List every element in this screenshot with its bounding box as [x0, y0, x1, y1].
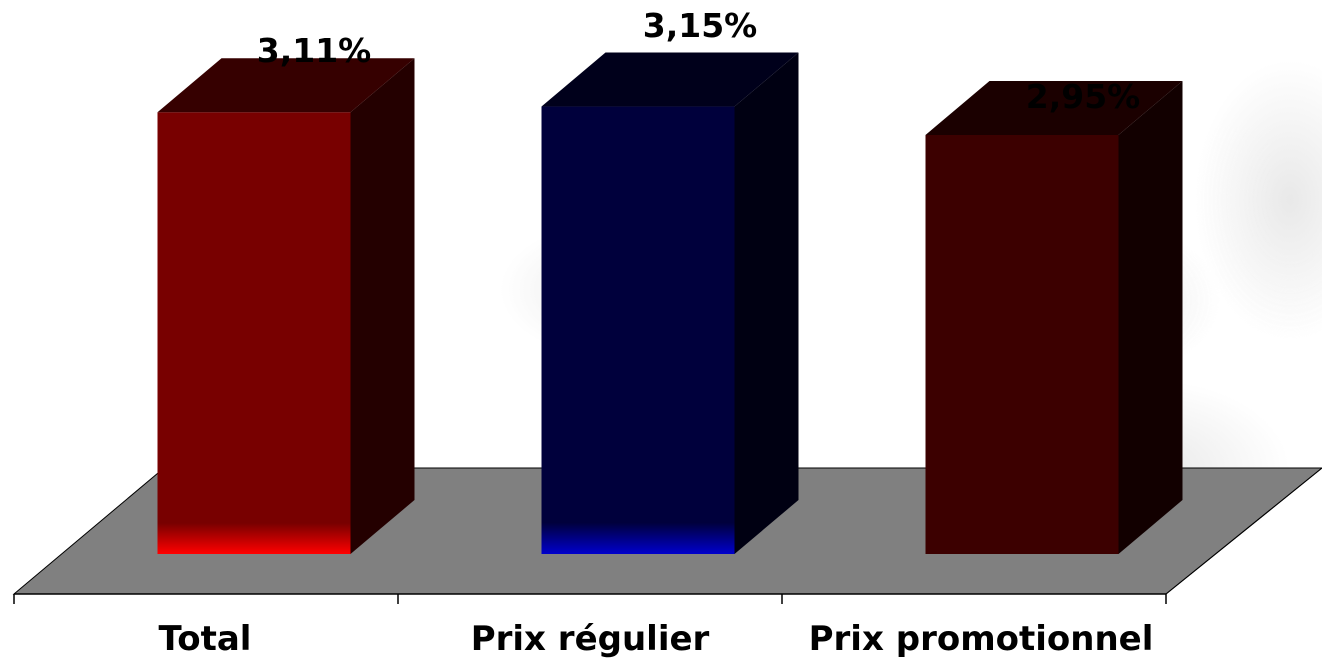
bar-side — [350, 58, 415, 554]
bars-group — [157, 52, 1183, 555]
category-label: Prix promotionnel — [809, 619, 1154, 659]
bar-top — [157, 58, 415, 113]
bar-front — [925, 134, 1119, 554]
bar-front — [541, 106, 735, 555]
data-label: 2,95% — [1026, 77, 1141, 116]
floor-edge — [1165, 467, 1322, 595]
bar-top — [925, 80, 1183, 135]
bar-side — [1118, 80, 1183, 554]
bar-side — [734, 52, 799, 555]
data-label: 3,11% — [257, 31, 372, 70]
category-label: Total — [159, 619, 252, 659]
bar-front — [157, 112, 351, 554]
bar-top — [541, 52, 799, 107]
data-label: 3,15% — [643, 6, 758, 45]
category-label: Prix régulier — [471, 619, 710, 659]
